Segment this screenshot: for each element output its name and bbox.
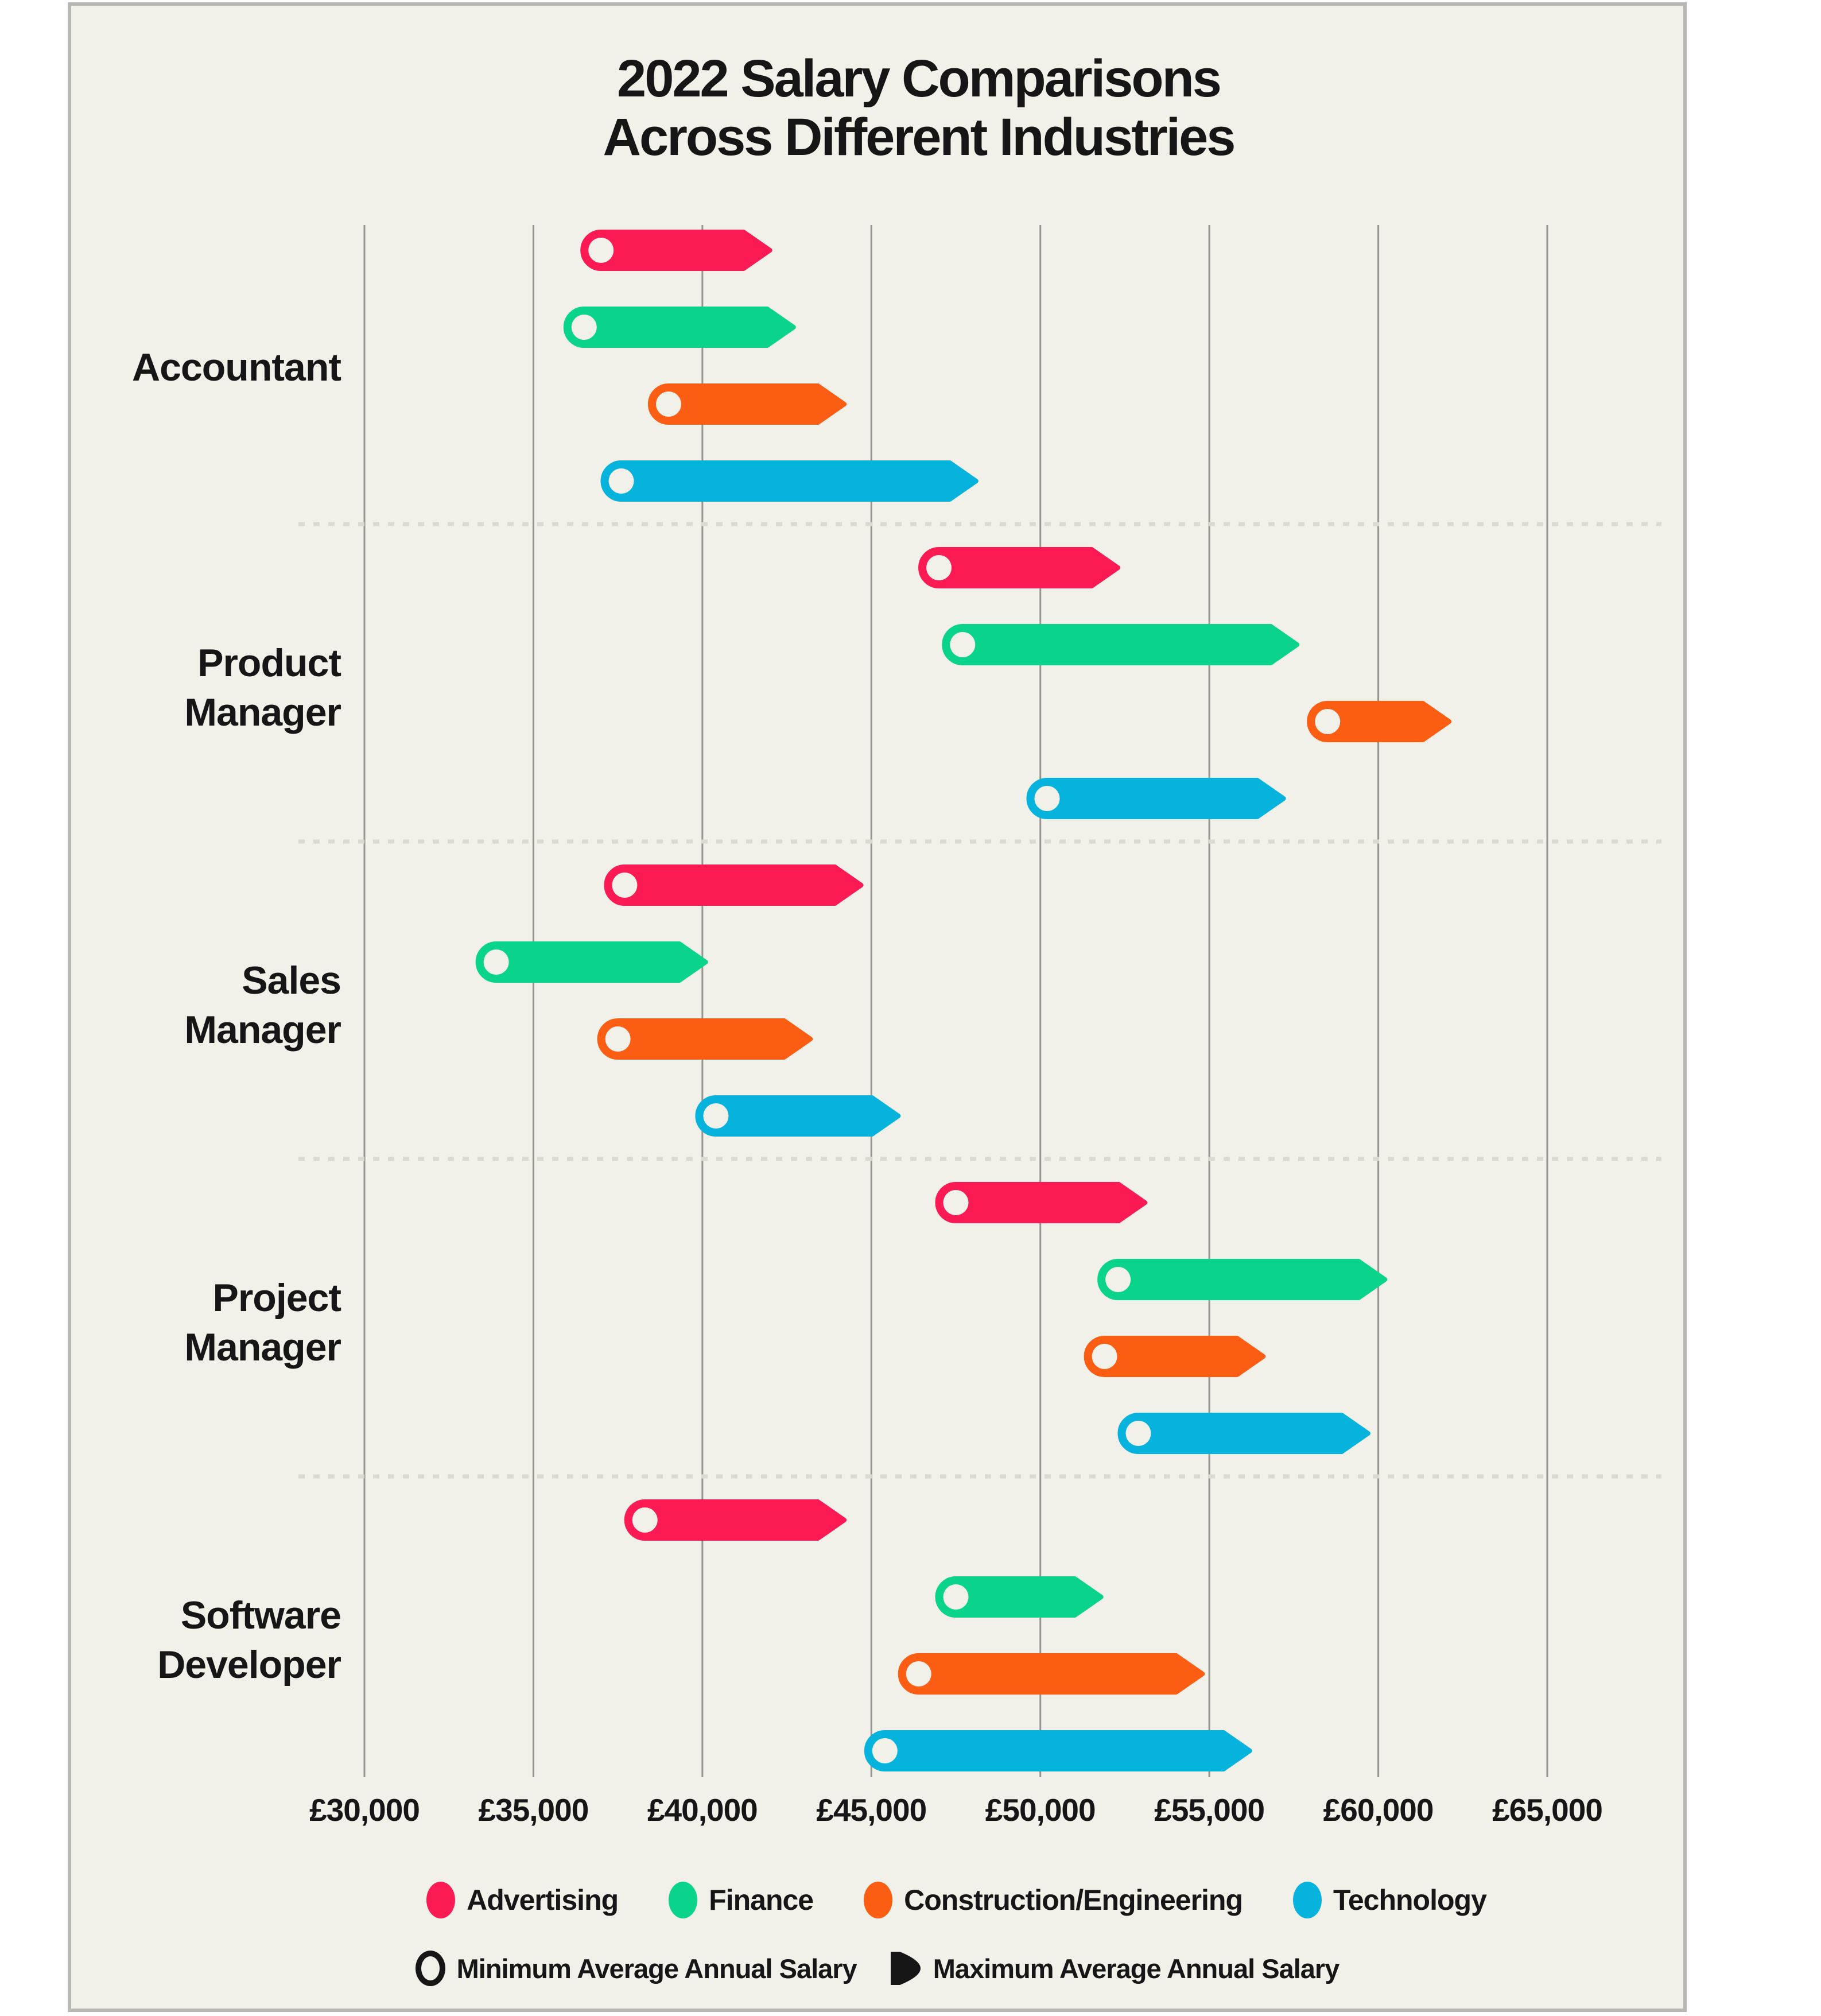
legend-item-technology: Technology xyxy=(1293,1882,1487,1918)
salary-bar xyxy=(695,1095,901,1137)
salary-bar xyxy=(1117,1413,1370,1454)
min-circle xyxy=(1034,786,1060,811)
category-label: Developer xyxy=(157,1643,341,1687)
min-circle xyxy=(608,468,634,494)
min-circle xyxy=(588,238,614,263)
salary-bar xyxy=(1026,778,1286,819)
x-tick-label: £50,000 xyxy=(985,1792,1096,1828)
x-tick-label: £65,000 xyxy=(1492,1792,1602,1828)
legend-item-advertising: Advertising xyxy=(426,1882,619,1918)
salary-bar xyxy=(600,460,979,502)
legend-label-technology: Technology xyxy=(1333,1884,1487,1916)
min-circle xyxy=(1092,1344,1117,1369)
x-tick-label: £35,000 xyxy=(479,1792,589,1828)
x-tick-label: £55,000 xyxy=(1154,1792,1264,1828)
x-tick-label: £40,000 xyxy=(647,1792,758,1828)
min-circle xyxy=(872,1738,898,1763)
construction-dot-icon xyxy=(864,1882,893,1918)
min-circle xyxy=(943,1584,969,1610)
category-label: Manager xyxy=(184,691,341,734)
legend-item-finance: Finance xyxy=(669,1882,814,1918)
salary-bar xyxy=(597,1018,813,1060)
salary-bar xyxy=(563,307,796,348)
min-circle xyxy=(926,555,952,580)
chart-card xyxy=(68,2,1687,2012)
salary-bar xyxy=(624,1499,847,1541)
x-tick-label: £60,000 xyxy=(1323,1792,1434,1828)
chart-title-line-1: 2022 Salary Comparisons xyxy=(617,49,1222,108)
min-circle xyxy=(483,949,509,975)
x-tick-label: £30,000 xyxy=(309,1792,420,1828)
category-label: Accountant xyxy=(132,346,341,389)
salary-bar xyxy=(475,941,708,983)
legend-label-construction: Construction/Engineering xyxy=(904,1884,1243,1916)
salary-bar xyxy=(942,624,1300,665)
category-label: Sales xyxy=(242,959,341,1002)
legend-markers: Minimum Average Annual Salary Maximum Av… xyxy=(68,1949,1687,1987)
min-circle xyxy=(605,1026,631,1052)
salary-bar xyxy=(647,383,847,425)
salary-bar xyxy=(864,1730,1252,1771)
max-marker-icon xyxy=(890,1952,921,1985)
technology-dot-icon xyxy=(1293,1882,1322,1918)
category-label: Manager xyxy=(184,1008,341,1052)
legend-label-advertising: Advertising xyxy=(467,1884,619,1916)
legend-item-construction: Construction/Engineering xyxy=(864,1882,1243,1918)
advertising-dot-icon xyxy=(426,1882,456,1918)
salary-bar xyxy=(935,1576,1104,1618)
min-circle xyxy=(703,1103,729,1129)
salary-bar xyxy=(1097,1259,1388,1300)
min-circle xyxy=(950,632,976,657)
legend-industries: Advertising Finance Construction/Enginee… xyxy=(68,1882,1687,1918)
min-circle xyxy=(612,873,638,898)
min-circle xyxy=(943,1190,969,1215)
category-label: Product xyxy=(197,641,341,685)
legend-item-min-marker: Minimum Average Annual Salary xyxy=(415,1951,857,1986)
min-circle xyxy=(1125,1421,1151,1446)
salary-bar xyxy=(604,864,864,906)
min-circle xyxy=(1105,1267,1131,1292)
legend-label-min: Minimum Average Annual Salary xyxy=(456,1953,857,1984)
legend-label-finance: Finance xyxy=(709,1884,814,1916)
salary-bar xyxy=(918,547,1121,588)
min-circle xyxy=(1315,709,1341,734)
legend-label-max: Maximum Average Annual Salary xyxy=(933,1953,1340,1984)
min-marker-icon xyxy=(415,1951,445,1986)
category-label: Software xyxy=(181,1594,341,1637)
salary-bar xyxy=(935,1182,1148,1223)
chart-title: 2022 Salary Comparisons Across Different… xyxy=(68,49,1687,166)
finance-dot-icon xyxy=(669,1882,698,1918)
salary-bar xyxy=(1307,701,1452,742)
min-circle xyxy=(655,391,681,417)
min-circle xyxy=(632,1507,658,1533)
salary-bar xyxy=(1084,1336,1266,1377)
chart-title-line-2: Across Different Industries xyxy=(603,108,1236,166)
category-label: Manager xyxy=(184,1325,341,1369)
min-circle xyxy=(906,1661,931,1687)
legend-item-max-marker: Maximum Average Annual Salary xyxy=(888,1949,1339,1987)
category-label: Project xyxy=(212,1276,341,1320)
salary-bar xyxy=(898,1653,1205,1695)
salary-bar xyxy=(580,230,772,271)
min-circle xyxy=(571,315,597,340)
x-tick-label: £45,000 xyxy=(816,1792,926,1828)
